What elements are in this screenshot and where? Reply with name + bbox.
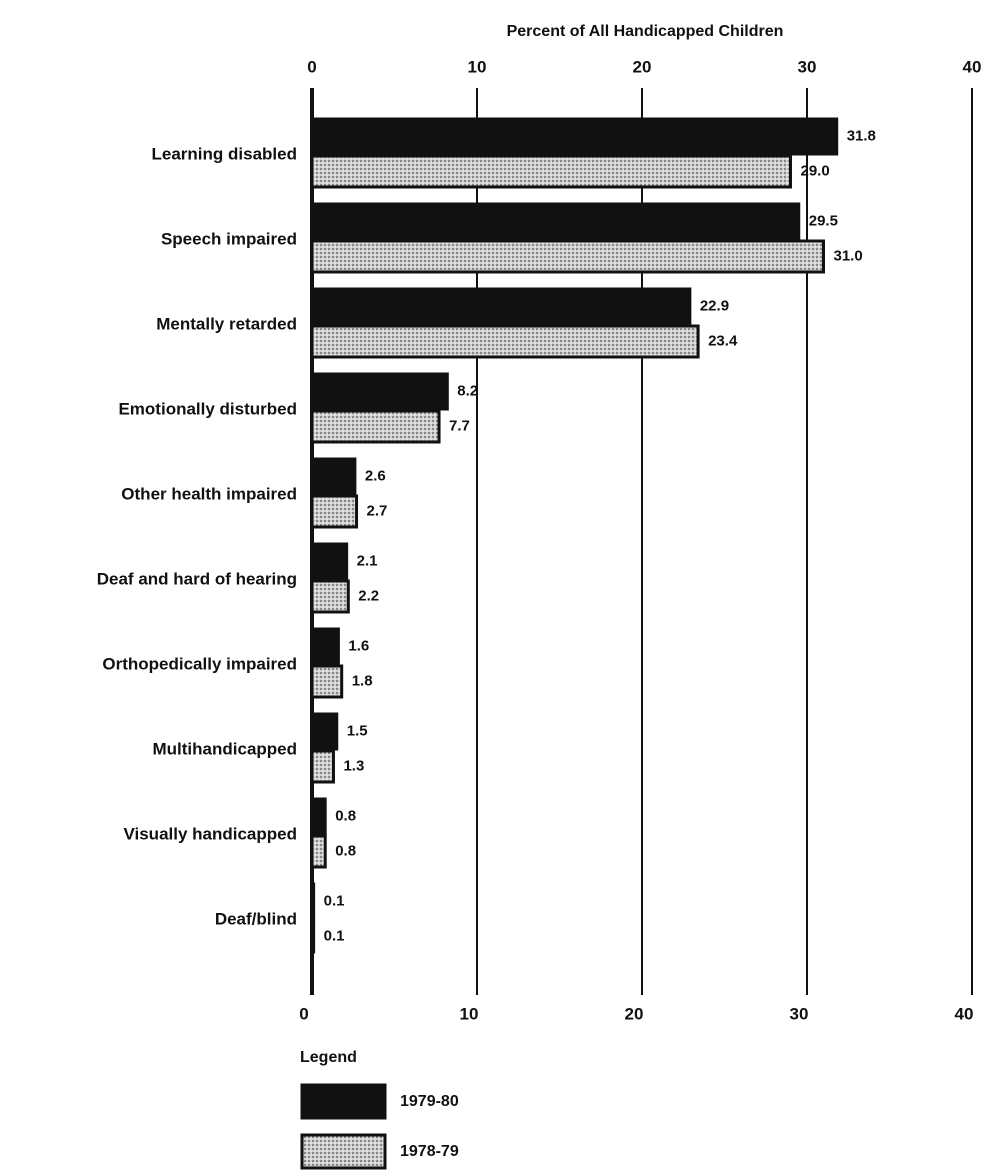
category-label: Orthopedically impaired <box>102 654 297 673</box>
value-label: 7.7 <box>449 417 470 434</box>
category-label: Deaf and hard of hearing <box>97 569 297 588</box>
bar <box>310 239 825 274</box>
value-label: 8.2 <box>457 382 478 399</box>
value-label: 0.8 <box>335 807 356 824</box>
value-label: 0.8 <box>335 842 356 859</box>
bar <box>310 919 316 954</box>
category-label: Speech impaired <box>161 229 297 248</box>
category-label: Deaf/blind <box>215 909 297 928</box>
value-label: 1.8 <box>352 672 373 689</box>
value-label: 2.2 <box>358 587 379 604</box>
bar <box>310 494 359 529</box>
value-label: 29.0 <box>801 162 830 179</box>
value-label: 31.0 <box>834 247 863 264</box>
category-label: Learning disabled <box>152 144 297 163</box>
bar <box>310 664 344 699</box>
bar <box>310 287 692 326</box>
value-label: 31.8 <box>847 127 876 144</box>
x-tick-label-top: 10 <box>468 57 487 76</box>
x-tick-label-top: 0 <box>307 57 316 76</box>
category-label: Visually handicapped <box>123 824 297 843</box>
legend-title: Legend <box>300 1049 357 1066</box>
value-label: 1.3 <box>343 757 364 774</box>
chart-title: Percent of All Handicapped Children <box>507 23 784 40</box>
category-label: Other health impaired <box>121 484 297 503</box>
bar <box>310 409 441 444</box>
bar <box>310 372 449 411</box>
x-tick-label-bottom: 20 <box>625 1004 644 1023</box>
value-label: 0.1 <box>324 892 345 909</box>
value-label: 1.6 <box>348 637 369 654</box>
bar <box>310 457 357 496</box>
x-tick-label-top: 20 <box>633 57 652 76</box>
value-label: 1.5 <box>347 722 368 739</box>
bar <box>310 324 700 359</box>
x-tick-label-bottom: 40 <box>955 1004 974 1023</box>
bar <box>310 154 792 189</box>
bar <box>310 712 339 751</box>
value-label: 22.9 <box>700 297 729 314</box>
bar <box>310 627 340 666</box>
category-label: Emotionally disturbed <box>118 399 297 418</box>
bar <box>310 834 327 869</box>
x-tick-label-bottom: 10 <box>460 1004 479 1023</box>
x-tick-label-top: 40 <box>963 57 982 76</box>
legend-label: 1979-80 <box>400 1093 459 1110</box>
bar <box>310 882 316 921</box>
category-label: Mentally retarded <box>156 314 297 333</box>
bar <box>310 542 349 581</box>
value-label: 29.5 <box>809 212 838 229</box>
value-label: 2.1 <box>357 552 378 569</box>
bar <box>310 797 327 836</box>
bar <box>310 749 335 784</box>
value-label: 2.7 <box>367 502 388 519</box>
legend-label: 1978-79 <box>400 1143 459 1160</box>
value-label: 23.4 <box>708 332 738 349</box>
category-label: Multihandicapped <box>153 739 298 758</box>
x-tick-label-bottom: 0 <box>299 1004 308 1023</box>
value-label: 2.6 <box>365 467 386 484</box>
bar <box>310 117 839 156</box>
legend-swatch <box>300 1083 387 1120</box>
bar <box>310 202 801 241</box>
value-label: 0.1 <box>324 927 345 944</box>
x-tick-label-top: 30 <box>798 57 817 76</box>
x-tick-label-bottom: 30 <box>790 1004 809 1023</box>
bar <box>310 579 350 614</box>
legend-swatch <box>300 1133 387 1170</box>
